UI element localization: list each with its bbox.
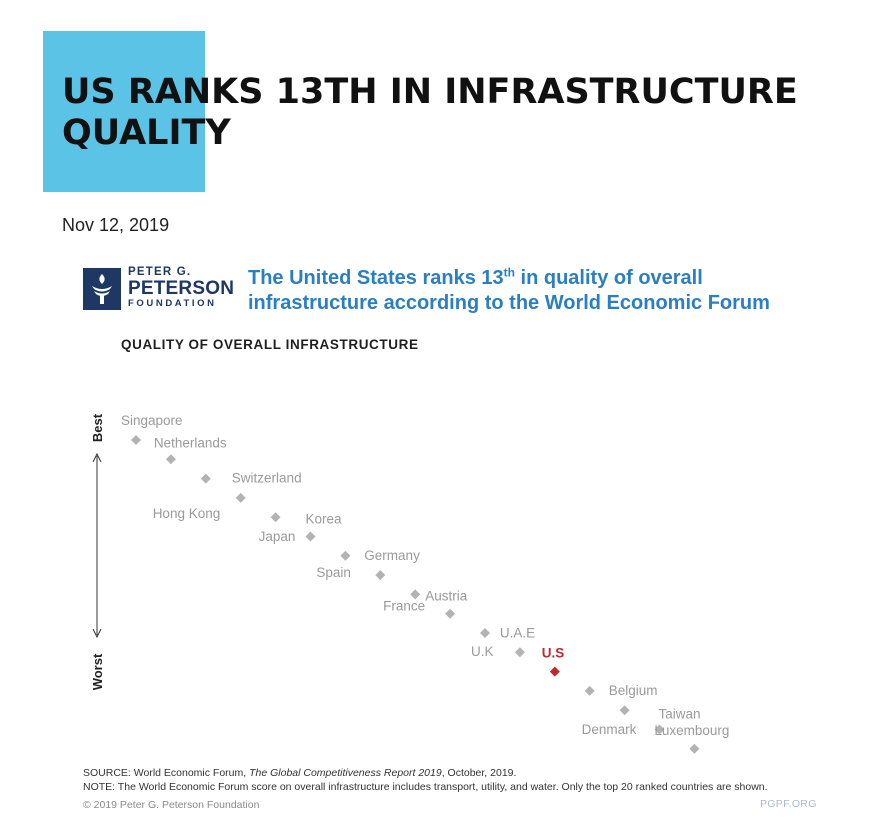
chart-headline-part-1: The United States ranks 13 xyxy=(248,267,504,289)
point-japan xyxy=(270,512,281,523)
label-austria: Austria xyxy=(425,588,468,603)
label-denmark: Denmark xyxy=(582,722,637,737)
label-u-k: U.K xyxy=(471,644,494,659)
label-korea: Korea xyxy=(306,512,343,527)
label-hong-kong: Hong Kong xyxy=(153,506,221,521)
source-suffix: , October, 2019. xyxy=(441,767,517,779)
rank-axis-arrow-up xyxy=(92,452,102,463)
source-report-title: The Global Competitiveness Report 2019 xyxy=(249,767,442,779)
point-korea xyxy=(305,531,316,542)
chart-title: QUALITY OF OVERALL INFRASTRUCTURE xyxy=(121,337,419,352)
chart-headline-superscript: th xyxy=(503,265,515,280)
point-luxembourg xyxy=(689,743,700,754)
source-note: SOURCE: World Economic Forum, The Global… xyxy=(83,767,516,779)
points-layer xyxy=(131,435,700,754)
labels-layer: Singapore Netherlands Switzerland Hong Kong… xyxy=(121,413,729,738)
label-luxembourg: Luxembourg xyxy=(654,723,729,738)
label-france: France xyxy=(383,599,425,614)
post-date: Nov 12, 2019 xyxy=(62,215,170,235)
logo-wordmark: PETER G. PETERSON FOUNDATION xyxy=(128,266,234,309)
point-denmark xyxy=(619,705,630,716)
chart-headline-part-2: in quality of overall infrastructure acc… xyxy=(248,267,770,314)
methodology-note: NOTE: The World Economic Forum score on … xyxy=(83,781,768,793)
point-u-s xyxy=(549,666,560,677)
point-taiwan xyxy=(654,724,665,735)
chart-headline: The United States ranks 13th in quality … xyxy=(248,266,808,316)
axis-layer: QUALITY OF OVERALL INFRASTRUCTURE Best Wor… xyxy=(90,337,419,690)
point-switzerland xyxy=(200,473,211,484)
label-switzerland: Switzerland xyxy=(232,471,302,486)
axis-worst-label: Worst xyxy=(90,653,105,690)
label-singapore: Singapore xyxy=(121,413,183,428)
label-belgium: Belgium xyxy=(609,683,658,698)
accent-block xyxy=(43,31,205,192)
source-prefix: SOURCE: World Economic Forum, xyxy=(83,767,250,779)
point-u-k xyxy=(480,628,490,638)
label-u-a-e: U.A.E xyxy=(500,625,535,640)
label-netherlands: Netherlands xyxy=(154,435,227,450)
point-belgium xyxy=(584,685,595,696)
logo-line-3: FOUNDATION xyxy=(128,298,217,309)
site-link[interactable]: PGPF.ORG xyxy=(760,798,817,810)
point-netherlands xyxy=(165,454,176,465)
point-austria xyxy=(410,589,421,600)
label-u-s: U.S xyxy=(542,646,565,661)
label-germany: Germany xyxy=(364,548,420,563)
copyright-note: © 2019 Peter G. Peterson Foundation xyxy=(83,799,260,811)
label-japan: Japan xyxy=(259,529,296,544)
point-singapore xyxy=(131,435,141,445)
point-u-a-e xyxy=(514,647,525,658)
logo-line-1: PETER G. xyxy=(128,266,192,278)
axis-best-label: Best xyxy=(90,413,105,442)
point-germany xyxy=(375,570,386,581)
label-spain: Spain xyxy=(316,565,351,580)
torch-icon xyxy=(83,268,121,310)
logo-line-2: PETERSON xyxy=(128,278,235,299)
page-title: US RANKS 13TH IN INFRASTRUCTURE QUALITY xyxy=(62,72,798,153)
point-france xyxy=(445,608,456,619)
logo xyxy=(83,268,121,310)
label-taiwan: Taiwan xyxy=(659,707,701,722)
rank-axis-arrow-down xyxy=(92,628,102,639)
point-hong-kong xyxy=(235,492,246,503)
point-spain xyxy=(340,550,351,561)
